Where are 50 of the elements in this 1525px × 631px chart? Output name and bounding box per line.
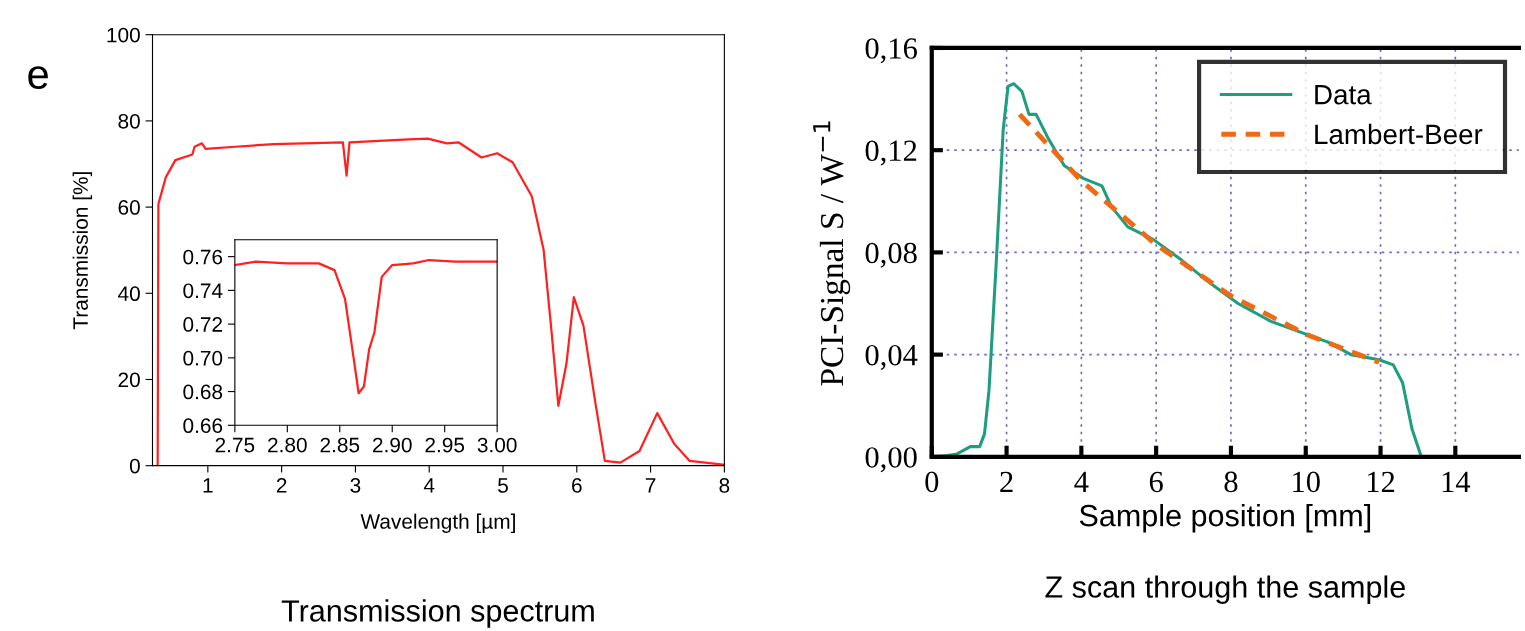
- x-tick-label: 2.90: [373, 437, 412, 453]
- x-tick-label: 4: [1074, 471, 1089, 492]
- x-tick-label: 7: [645, 478, 656, 493]
- y-tick-label: 60: [118, 200, 140, 215]
- x-tick-label: 3: [350, 478, 361, 493]
- y-tick-label: 40: [118, 286, 140, 302]
- y-tick-label: 80: [118, 113, 140, 129]
- x-tick-label: 8: [1224, 471, 1238, 493]
- legend-label: Lambert-Beer: [1315, 123, 1483, 145]
- x-tick-label: 0: [925, 471, 939, 493]
- x-tick-label: 6: [1149, 471, 1163, 493]
- x-tick-label: 1: [203, 478, 213, 493]
- y-tick-label: 0,16: [865, 38, 917, 64]
- x-tick-label: 14: [1442, 471, 1471, 492]
- y-tick-label: 0,08: [865, 242, 917, 268]
- x-tick-label: 12: [1367, 471, 1395, 492]
- x-tick-label: 2: [1000, 471, 1013, 492]
- y-tick-label: 0,12: [865, 140, 917, 166]
- text: Z scan through the sample: [1045, 575, 1405, 604]
- x-tick-label: 2.85: [320, 437, 360, 453]
- y-tick-label: 0.72: [183, 317, 222, 332]
- text: Transmission spectrum: [281, 599, 594, 628]
- text: e: [28, 66, 48, 89]
- x-tick-label: 10: [1293, 471, 1320, 493]
- legend-label: Data: [1315, 85, 1372, 105]
- y-tick-label: 0.66: [183, 418, 223, 434]
- line-series: [234, 258, 498, 395]
- x-tick-label: 2: [276, 478, 287, 493]
- x-tick-label: 6: [572, 478, 582, 493]
- x-tick-label: 4: [423, 478, 435, 493]
- y-tick-label: 0,04: [865, 344, 918, 370]
- x-tick-label: 3.00: [477, 437, 517, 453]
- x-axis-title: Wavelength [µm]: [360, 513, 515, 533]
- y-tick-label: 0,00: [865, 447, 917, 473]
- y-axis-title: Transmission [%]: [72, 172, 93, 330]
- x-tick-label: 2.75: [215, 437, 255, 453]
- y-tick-label: 0.74: [183, 283, 223, 299]
- y-tick-label: 0: [129, 458, 140, 474]
- y-tick-label: 0.68: [183, 384, 223, 400]
- y-axis-title: PCI-Signal S / W$^{−1}$: [813, 121, 851, 386]
- x-tick-label: 8: [719, 478, 730, 493]
- x-tick-label: 2.80: [268, 437, 307, 453]
- x-tick-label: 2.95: [425, 437, 465, 453]
- y-tick-label: 0.76: [183, 249, 223, 265]
- y-tick-label: 0.70: [183, 350, 223, 366]
- y-tick-label: 100: [107, 27, 140, 43]
- line-series: [156, 137, 725, 466]
- y-tick-label: 20: [118, 372, 140, 388]
- x-axis-title: Sample position [mm]: [1079, 504, 1371, 533]
- x-tick-label: 5: [498, 478, 508, 493]
